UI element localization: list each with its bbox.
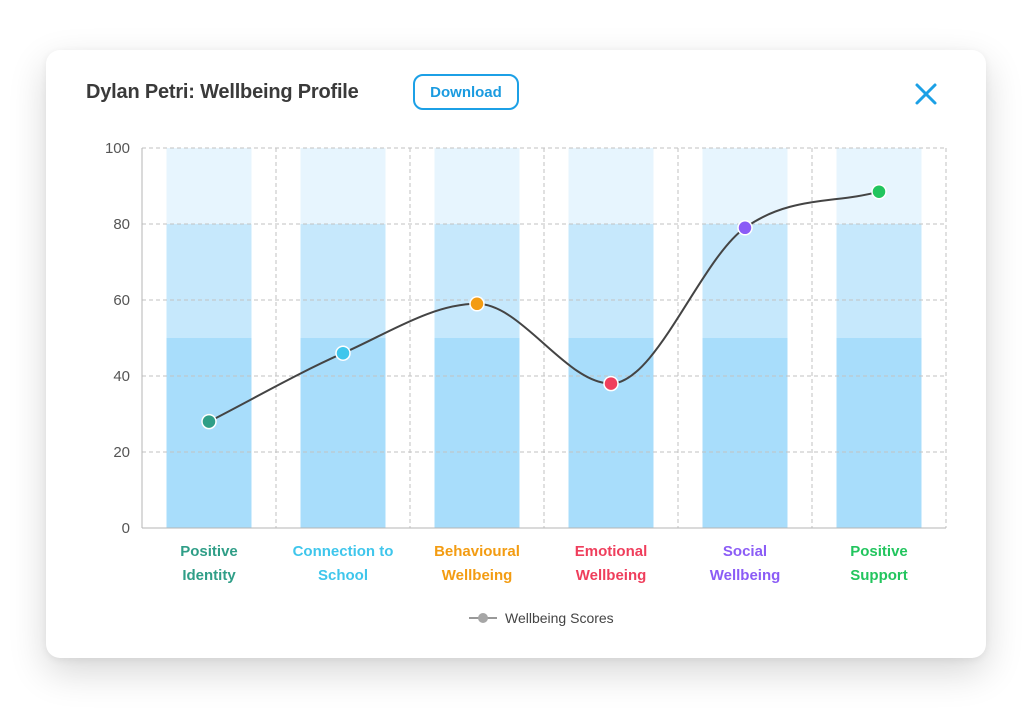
y-tick-label: 100 <box>105 140 130 157</box>
band-bar <box>300 148 386 224</box>
data-point <box>469 296 485 312</box>
data-point <box>871 183 887 200</box>
category-label-line: Wellbeing <box>710 567 781 584</box>
wellbeing-profile-dialog: Dylan Petri: Wellbeing Profile Download … <box>46 50 986 658</box>
y-tick-label: 20 <box>113 444 130 461</box>
band-bar <box>568 148 654 224</box>
data-point <box>603 375 619 392</box>
band-bar <box>166 224 252 338</box>
y-tick-label: 0 <box>122 520 130 537</box>
category-label: Social Wellbeing <box>710 543 781 584</box>
data-point <box>335 345 351 361</box>
y-tick-label: 80 <box>113 216 130 233</box>
category-label-line: Wellbeing <box>576 567 647 584</box>
band-bar <box>702 224 788 338</box>
category-label-line: Behavioural <box>434 543 520 560</box>
band-bar <box>300 338 386 528</box>
category-label-line: School <box>318 567 368 584</box>
close-icon <box>915 83 937 105</box>
category-label-line: Positive <box>180 543 238 560</box>
category-label-line: Wellbeing <box>442 567 513 584</box>
category-label-line: Connection to <box>293 543 394 560</box>
legend-label: Wellbeing Scores <box>505 610 614 626</box>
category-label: Positive Identity <box>180 543 238 584</box>
legend-marker-icon <box>478 613 488 623</box>
band-bar <box>836 224 922 338</box>
band-bar <box>300 224 386 338</box>
band-bar <box>568 224 654 338</box>
series-line <box>208 190 880 423</box>
data-point <box>201 413 217 430</box>
category-label: Positive Support <box>850 543 908 584</box>
category-label-line: Positive <box>850 543 908 560</box>
category-label-line: Identity <box>182 567 236 584</box>
dialog-title: Dylan Petri: Wellbeing Profile <box>86 81 359 103</box>
category-label-line: Emotional <box>575 543 648 560</box>
band-bar <box>166 338 252 528</box>
category-label-line: Support <box>850 567 908 584</box>
category-label: Emotional Wellbeing <box>575 543 648 584</box>
close-button[interactable] <box>910 78 942 110</box>
category-label-line: Social <box>723 543 767 560</box>
band-bar <box>702 338 788 528</box>
y-tick-label: 40 <box>113 368 130 385</box>
band-bar <box>836 338 922 528</box>
wellbeing-chart: 0 20 40 60 80 100 Positive Identity Connection … <box>105 140 947 626</box>
category-label: Connection to School <box>293 543 394 584</box>
data-point <box>737 220 753 236</box>
y-tick-label: 60 <box>113 292 130 309</box>
band-bar <box>434 224 520 338</box>
band-bar <box>434 338 520 528</box>
band-bar <box>434 148 520 224</box>
download-button[interactable]: Download <box>413 74 519 110</box>
category-label: Behavioural Wellbeing <box>434 543 520 584</box>
band-bar <box>166 148 252 224</box>
